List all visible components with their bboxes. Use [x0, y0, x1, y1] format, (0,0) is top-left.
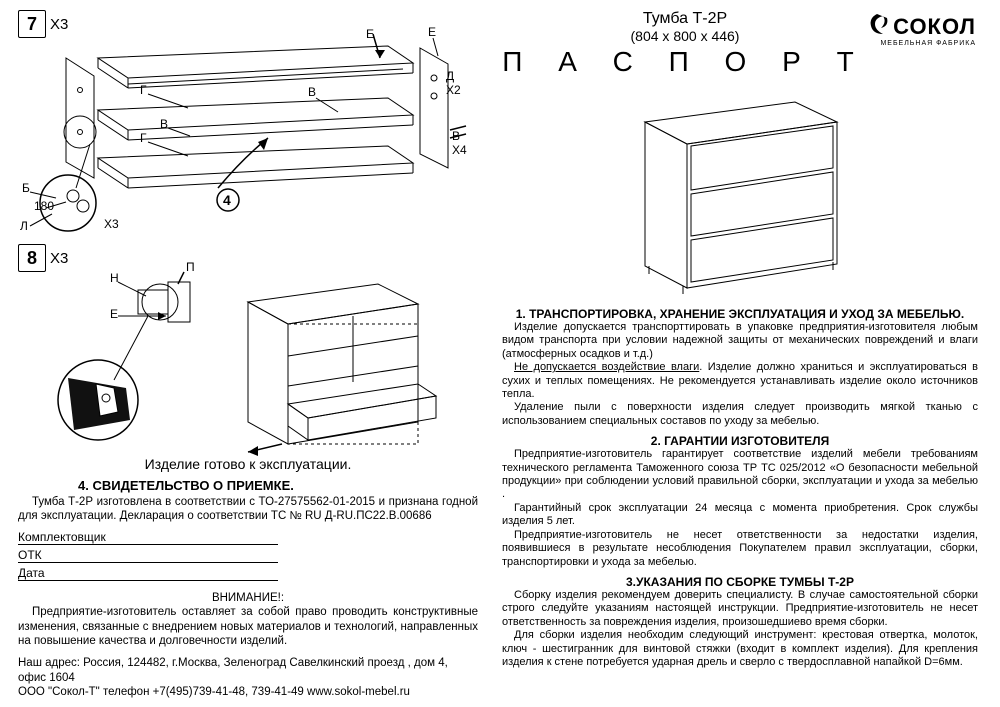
lbl-P: П	[186, 260, 195, 274]
lbl-180: 180	[34, 199, 54, 213]
step-8-header: 8 X3	[18, 244, 68, 272]
lbl-V2: В	[452, 129, 460, 143]
lbl-Vx: X4	[452, 143, 467, 157]
attn-text: Предприятие-изготовитель оставляет за со…	[18, 605, 478, 648]
lbl-V1: В	[308, 85, 316, 99]
title-dim: (804 x 800 x 446)	[502, 28, 868, 44]
sec1-p3: Удаление пыли с поверхности изделия след…	[502, 401, 978, 428]
logo-sub: МЕБЕЛЬНАЯ ФАБРИКА	[863, 40, 976, 47]
address: Наш адрес: Россия, 124482, г.Москва, Зел…	[18, 656, 478, 699]
left-column: 7 X3 Е	[0, 0, 490, 707]
lbl-G1: Г	[140, 83, 147, 97]
form-otk: ОТК	[18, 548, 278, 563]
logo: СОКОЛ МЕБЕЛЬНАЯ ФАБРИКА	[863, 12, 976, 47]
sec3-h: 3.УКАЗАНИЯ ПО СБОРКЕ ТУМБЫ Т-2Р	[502, 575, 978, 589]
sec3-p2: Для сборки изделия необходим следующий и…	[502, 629, 978, 669]
lbl-G2: Г	[140, 131, 147, 145]
step-8-number: 8	[18, 244, 46, 272]
right-column: СОКОЛ МЕБЕЛЬНАЯ ФАБРИКА Тумба Т-2Р (804 …	[490, 0, 1000, 707]
lbl-E3: Е	[110, 307, 118, 321]
step-7-diagram: Е Е	[18, 38, 478, 238]
title-block: Тумба Т-2Р (804 x 800 x 446) П А С П О Р…	[502, 10, 868, 78]
sec1-p2: Не допускается воздействие влаги. Издели…	[502, 361, 978, 401]
form-date: Дата	[18, 566, 278, 581]
cert-title: 4. СВИДЕТЕЛЬСТВО О ПРИЕМКЕ.	[18, 478, 478, 493]
sec1-h: 1. ТРАНСПОРТИРОВКА, ХРАНЕНИЕ ЭКСПЛУАТАЦИ…	[502, 307, 978, 321]
sec2-p3: Предприятие-изготовитель не несет ответс…	[502, 529, 978, 569]
step-7-mult: X3	[50, 16, 68, 33]
lbl-E1: Е	[366, 27, 374, 41]
lbl-X3b: X3	[104, 217, 119, 231]
sec2-p2: Гарантийный срок эксплуатации 24 месяца …	[502, 502, 978, 529]
step-7-number: 7	[18, 10, 46, 38]
cert-line: Тумба Т-2Р изготовлена в соответствии с …	[18, 495, 478, 524]
sec2-p1: Предприятие-изготовитель гарантирует соо…	[502, 448, 978, 502]
form-k: Комплектовщик	[18, 530, 278, 545]
lbl-Vm: В	[160, 117, 168, 131]
logo-brand: СОКОЛ	[893, 14, 976, 39]
sec2-h: 2. ГАРАНТИИ ИЗГОТОВИТЕЛЯ	[502, 434, 978, 448]
sec3-p1: Сборку изделия рекомендуем доверить спец…	[502, 589, 978, 629]
lbl-E2: Е	[428, 25, 436, 39]
product-drawing	[502, 86, 978, 301]
sec1-p1: Изделие допускается транспорттировать в …	[502, 321, 978, 361]
step-7-header: 7 X3	[18, 10, 68, 38]
circ-4: 4	[223, 192, 231, 208]
lbl-N: Н	[110, 271, 119, 285]
step-8-diagram: П Н Е	[18, 272, 478, 452]
title-prod: Тумба Т-2Р	[502, 10, 868, 28]
attn-title: ВНИМАНИЕ!:	[18, 591, 478, 605]
lbl-B: Б	[22, 181, 30, 195]
lbl-Dx: X2	[446, 83, 461, 97]
title-pass: П А С П О Р Т	[502, 46, 868, 78]
step-8-mult: X3	[50, 250, 68, 267]
lbl-L: Л	[20, 219, 28, 233]
ready-caption: Изделие готово к эксплуатации.	[18, 456, 478, 472]
lbl-D: Д	[446, 69, 454, 83]
